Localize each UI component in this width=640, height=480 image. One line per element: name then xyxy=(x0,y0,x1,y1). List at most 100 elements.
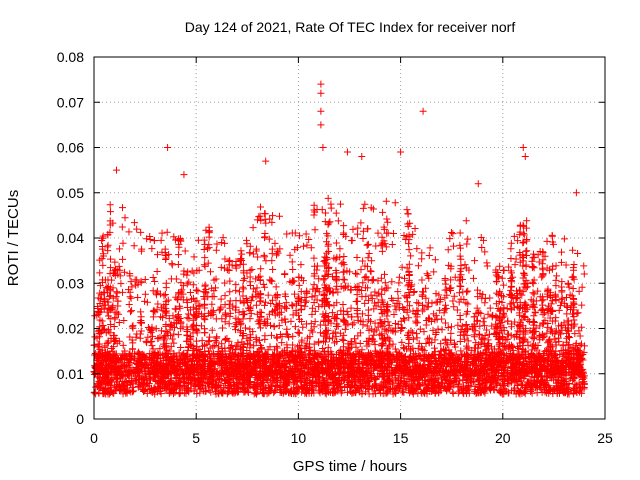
data-point xyxy=(371,288,379,296)
data-point xyxy=(291,246,299,254)
data-point xyxy=(101,343,109,351)
grid-lines xyxy=(94,57,605,419)
data-point xyxy=(509,273,517,281)
data-point xyxy=(333,253,341,261)
data-point xyxy=(235,288,243,296)
data-point xyxy=(403,206,411,214)
data-point xyxy=(133,225,141,233)
data-point xyxy=(127,278,135,286)
data-point xyxy=(221,318,229,326)
data-point xyxy=(365,360,373,368)
data-point xyxy=(341,325,349,333)
data-point xyxy=(297,288,305,296)
data-point xyxy=(338,335,346,343)
data-point xyxy=(291,290,299,298)
data-point xyxy=(368,295,376,303)
data-point xyxy=(361,299,369,307)
data-point xyxy=(149,332,157,340)
data-point xyxy=(481,248,489,256)
data-point xyxy=(289,265,297,273)
data-point xyxy=(166,347,174,355)
data-point xyxy=(219,234,227,242)
data-point xyxy=(488,313,496,321)
data-point xyxy=(169,354,177,362)
data-point xyxy=(400,388,408,396)
data-point xyxy=(128,307,136,315)
data-point xyxy=(349,225,357,233)
data-point xyxy=(527,386,535,394)
data-point xyxy=(287,317,295,325)
data-point xyxy=(283,230,291,238)
data-point xyxy=(556,350,564,358)
data-point xyxy=(435,291,443,299)
data-point xyxy=(367,268,375,276)
data-point xyxy=(442,319,450,327)
data-point xyxy=(332,314,340,322)
data-point xyxy=(432,312,440,320)
data-point xyxy=(423,270,431,278)
data-point xyxy=(119,204,126,212)
data-point xyxy=(343,308,351,316)
data-point xyxy=(307,326,315,334)
data-point xyxy=(514,237,522,245)
data-point xyxy=(418,249,426,257)
data-point xyxy=(505,263,513,271)
data-point xyxy=(295,311,303,319)
data-point xyxy=(170,233,178,241)
data-point xyxy=(203,245,211,253)
data-point xyxy=(279,389,287,397)
data-point xyxy=(433,315,441,323)
data-point xyxy=(202,226,210,234)
data-point xyxy=(409,230,417,238)
data-point xyxy=(291,323,299,331)
data-point xyxy=(370,331,378,339)
data-point xyxy=(268,331,276,339)
data-point xyxy=(447,323,455,331)
data-point xyxy=(579,356,587,364)
data-point xyxy=(474,316,482,324)
data-point xyxy=(477,340,485,348)
data-point xyxy=(496,262,504,270)
data-point xyxy=(267,300,275,308)
data-point xyxy=(577,323,585,331)
data-point xyxy=(327,204,335,212)
data-point xyxy=(308,293,316,301)
data-point xyxy=(137,327,145,335)
data-point xyxy=(241,324,249,332)
data-point xyxy=(137,228,145,236)
data-point xyxy=(106,255,114,263)
data-point xyxy=(119,341,127,349)
data-point xyxy=(289,332,297,340)
data-point xyxy=(205,337,213,345)
data-point xyxy=(406,302,414,310)
data-point xyxy=(326,335,334,343)
data-point xyxy=(196,389,204,397)
data-point xyxy=(311,318,319,326)
data-point xyxy=(99,321,107,329)
data-point xyxy=(119,288,127,296)
data-point xyxy=(455,289,463,297)
data-point xyxy=(238,250,246,258)
data-point xyxy=(213,240,221,248)
data-point xyxy=(541,252,549,260)
data-point xyxy=(398,323,406,331)
data-point xyxy=(248,293,256,301)
data-point xyxy=(157,327,165,335)
data-point xyxy=(385,321,393,329)
data-point xyxy=(499,339,507,347)
data-point xyxy=(213,383,221,391)
data-point xyxy=(92,390,100,398)
data-point xyxy=(206,268,214,276)
data-point xyxy=(565,283,573,291)
data-point xyxy=(534,287,542,295)
data-point xyxy=(104,337,112,345)
data-point xyxy=(112,293,120,301)
data-point xyxy=(170,339,178,347)
data-point xyxy=(332,332,340,340)
data-point xyxy=(120,317,128,325)
data-point xyxy=(113,289,121,297)
data-point xyxy=(447,329,455,337)
data-point xyxy=(374,229,382,237)
data-point xyxy=(268,257,276,265)
